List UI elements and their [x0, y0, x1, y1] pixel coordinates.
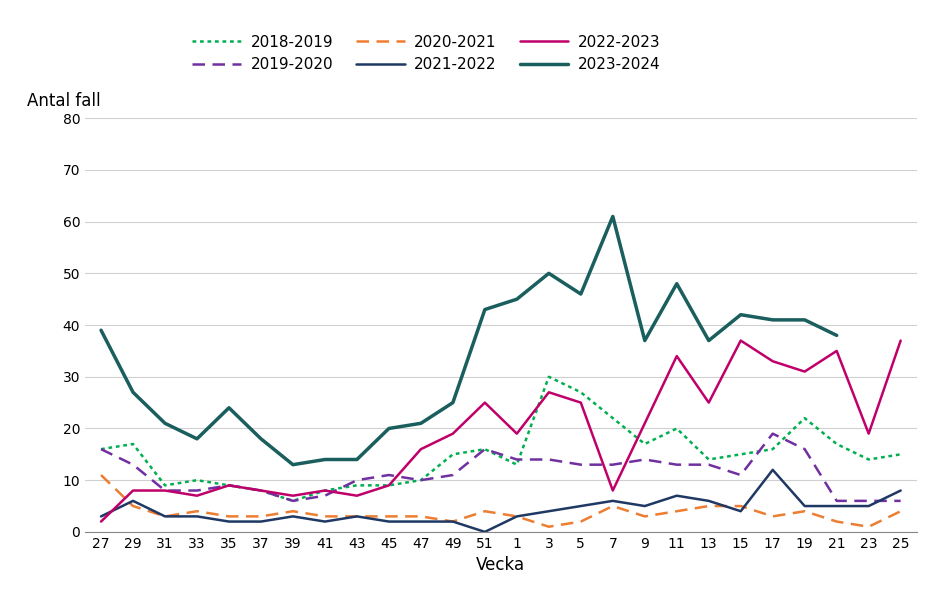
Text: Antal fall: Antal fall	[26, 92, 100, 110]
X-axis label: Vecka: Vecka	[476, 556, 525, 574]
Legend: 2018-2019, 2019-2020, 2020-2021, 2021-2022, 2022-2023, 2023-2024: 2018-2019, 2019-2020, 2020-2021, 2021-20…	[193, 35, 660, 73]
